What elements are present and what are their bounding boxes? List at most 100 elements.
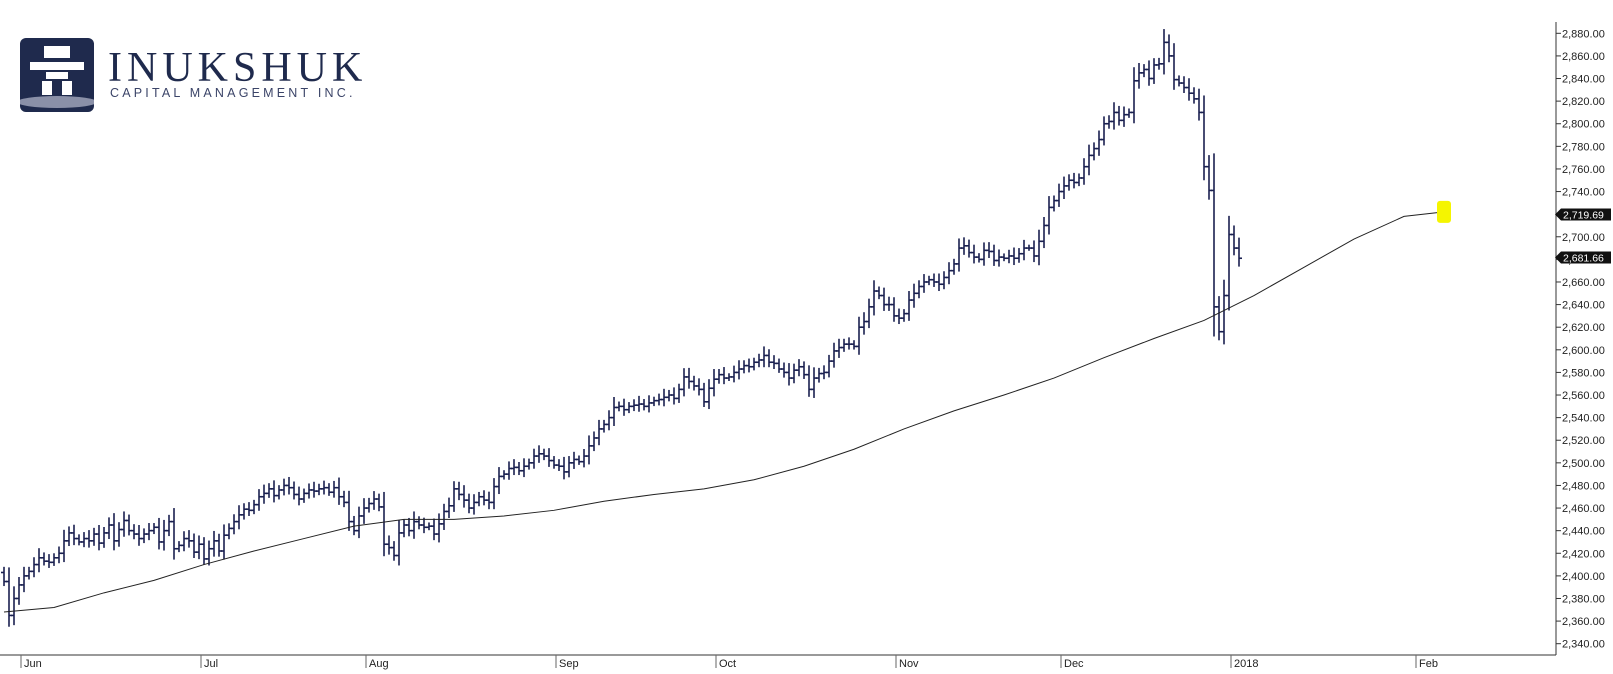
ohlc-bar [881, 287, 887, 311]
ohlc-bar [1031, 240, 1037, 263]
ohlc-bar [826, 354, 832, 378]
ohlc-bar [861, 312, 867, 335]
ohlc-bar [816, 367, 822, 383]
ohlc-bar [56, 546, 62, 564]
ohlc-bar [1181, 76, 1187, 93]
y-tick-label: 2,480.00 [1562, 480, 1605, 492]
ohlc-bar [1196, 88, 1202, 121]
ohlc-bar [626, 402, 632, 414]
y-tick-label: 2,520.00 [1562, 435, 1605, 447]
ohlc-bar [1101, 116, 1107, 146]
last-value-tag: 2,681.66 [1555, 251, 1611, 264]
ohlc-bar [1016, 248, 1022, 263]
ohlc-bar [781, 362, 787, 378]
ohlc-bar [131, 524, 137, 540]
ohlc-bar [466, 493, 472, 514]
ohlc-bar [521, 458, 527, 478]
ohlc-bar [576, 455, 582, 465]
ohlc-bar [946, 262, 952, 285]
ohlc-bar [186, 530, 192, 548]
ohlc-bar [191, 533, 197, 559]
ohlc-bar [831, 342, 837, 368]
y-tick-label: 2,800.00 [1562, 119, 1605, 131]
ohlc-bar [266, 483, 272, 498]
ohlc-bar [476, 491, 482, 507]
ohlc-bar [491, 478, 497, 510]
ohlc-bar [1226, 215, 1232, 311]
x-tick-label: Jul [204, 658, 218, 670]
ohlc-bar [1121, 106, 1127, 127]
x-tick-label: Feb [1419, 658, 1438, 670]
ohlc-bar [581, 448, 587, 468]
ohlc-bar [71, 524, 77, 546]
ohlc-bar [216, 533, 222, 557]
ohlc-bar [221, 524, 227, 560]
ohlc-bar [1056, 183, 1062, 207]
company-logo: INUKSHUK CAPITAL MANAGEMENT INC. [12, 38, 392, 118]
ohlc-bar [416, 516, 422, 530]
ohlc-bar [1091, 142, 1097, 161]
ohlc-bar [1211, 153, 1217, 337]
ohlc-bar [331, 480, 337, 498]
ohlc-bar [346, 490, 352, 531]
ohlc-bar [741, 360, 747, 374]
ohlc-bar [26, 566, 32, 580]
ohlc-bar [716, 369, 722, 384]
ohlc-bar [516, 461, 522, 476]
ohlc-bar [1236, 237, 1242, 267]
ohlc-bar [211, 530, 217, 557]
ohlc-bar [386, 535, 392, 555]
ohlc-bar [556, 459, 562, 471]
y-tick-label: 2,660.00 [1562, 277, 1605, 289]
ohlc-bar [1136, 62, 1142, 89]
ohlc-bar [81, 532, 87, 548]
ohlc-bar [1021, 239, 1027, 261]
y-tick-label: 2,620.00 [1562, 322, 1605, 334]
x-tick-label: Dec [1064, 658, 1084, 670]
ohlc-bar [891, 297, 897, 322]
ohlc-bar [1171, 43, 1177, 90]
ohlc-bar [296, 486, 302, 506]
y-tick-label: 2,560.00 [1562, 390, 1605, 402]
ohlc-bar [866, 298, 872, 329]
ohlc-bar [361, 498, 367, 524]
ohlc-bar [956, 238, 962, 272]
ohlc-bar [161, 519, 167, 551]
ohlc-bar [76, 534, 82, 546]
ohlc-bar [951, 258, 957, 275]
ohlc-bar [1131, 67, 1137, 124]
ohlc-bar [391, 541, 397, 561]
ohlc-bar [736, 360, 742, 380]
ohlc-bar [201, 537, 207, 565]
ohlc-bar [496, 467, 502, 495]
ohlc-bar [691, 375, 697, 391]
ohlc-bar [446, 497, 452, 519]
ohlc-bar [936, 273, 942, 292]
ohlc-bar [311, 481, 317, 498]
ohlc-bar [711, 369, 717, 397]
ohlc-bar [506, 461, 512, 480]
ohlc-bar [371, 491, 377, 510]
ohlc-bar [1176, 75, 1182, 87]
ohlc-bar [1111, 102, 1117, 130]
ohlc-bar [16, 577, 22, 605]
ohlc-bar [11, 586, 17, 626]
ohlc-bar [6, 567, 12, 627]
y-tick-label: 2,440.00 [1562, 526, 1605, 538]
ohlc-bar [1066, 174, 1072, 191]
y-tick-label: 2,860.00 [1562, 51, 1605, 63]
ohlc-bar [461, 485, 467, 508]
ohlc-bar [1151, 58, 1157, 84]
ohlc-bar [646, 395, 652, 413]
y-tick-label: 2,840.00 [1562, 74, 1605, 86]
ohlc-bar [51, 553, 57, 566]
y-axis: 2,340.00 2,360.00 2,380.00 2,400.00 2,420.00… [1556, 28, 1605, 651]
ohlc-bar [236, 505, 242, 530]
ohlc-bar [1201, 95, 1207, 181]
ohlc-bar [281, 478, 287, 496]
y-tick-label: 2,420.00 [1562, 548, 1605, 560]
ohlc-bar [981, 242, 987, 266]
ohlc-bar [686, 367, 692, 389]
y-tick-label: 2,820.00 [1562, 96, 1605, 108]
ohlc-bar [571, 451, 577, 469]
